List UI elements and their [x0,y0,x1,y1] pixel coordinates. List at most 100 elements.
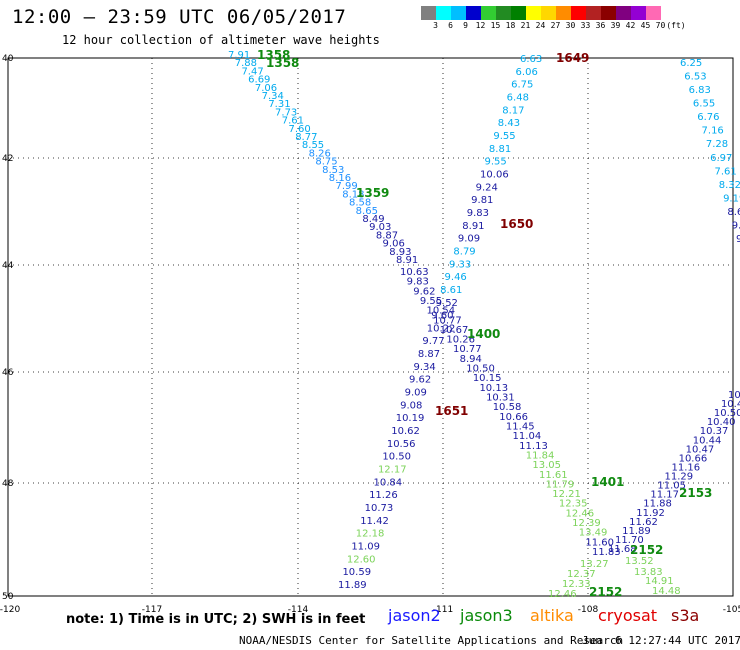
track-c-value: 9.60 [431,311,453,322]
track-b-value: 11.84 [526,450,555,461]
track-b-value: 12.35 [559,499,588,510]
track-c-value: 6.75 [511,80,533,91]
track-d-value: 7.16 [702,126,724,137]
y-axis-label: 42 [2,154,13,164]
legend-label: 21 [520,21,531,30]
track-c-value: 10.73 [365,503,394,514]
time-label: 1358 [257,48,290,62]
legend-swatch [556,6,571,20]
track-b-value: 10.15 [473,373,502,384]
track-a-value: 8.87 [376,230,398,241]
track-a-value: 6.69 [248,75,270,86]
legend-label: 39 [610,21,621,30]
x-axis-label: -105 [723,605,740,615]
track-a-value: 8.65 [356,206,378,217]
legend-swatch [511,6,526,20]
time-label: 2153 [679,486,712,500]
track-c-value: 10.59 [342,567,371,578]
track-c-value: 9.33 [449,259,471,270]
track-a-value: 8.77 [295,132,317,143]
footer-credit: NOAA/NESDIS Center for Satellite Applica… [239,634,624,647]
track-a-value: 7.99 [336,181,358,192]
track-a-value: 8.91 [396,255,418,266]
legend-label: 9 [463,21,468,30]
legend-label: 18 [505,21,516,30]
legend-swatch [526,6,541,20]
track-e-value: 10.50 [714,408,740,419]
track-c-value: 9.55 [484,157,506,168]
track-c-value: 8.17 [502,105,524,116]
track-f-value: 13.27 [580,559,609,570]
track-b-value: 10.58 [493,402,522,413]
track-b-value: 11.45 [506,421,535,432]
track-a-value: 7.31 [268,99,290,110]
track-c-value: 8.43 [498,118,520,129]
legend-swatch [451,6,466,20]
map-title: 12:00 — 23:59 UTC 06/05/2017 [12,6,347,28]
track-d-value: 7.61 [714,166,736,177]
track-b-value: 11.13 [519,441,548,452]
track-c-value: 9.24 [476,182,498,193]
x-axis-label: -117 [142,605,162,615]
legend-swatch [616,6,631,20]
track-d-value: 9.19 [723,193,740,204]
track-c-value: 9.81 [471,195,493,206]
time-label: 1359 [356,186,389,200]
track-c-value: 9.55 [493,131,515,142]
track-b-value: 12.46 [566,508,595,519]
track-a-value: 8.55 [302,140,324,151]
track-c-value: 9.77 [422,336,444,347]
color-legend-labels: 3 6 9 12 15 18 21 24 27 30 33 36 39 42 45 70 (ft) [421,21,740,33]
track-e-value: 11.88 [643,499,672,510]
track-b-value: 9.62 [413,286,435,297]
y-axis-label: 44 [2,261,14,271]
track-d-value: 6.55 [693,99,715,110]
track-d-value: 6.25 [680,58,702,69]
track-d-value: 9.36 [732,220,740,231]
track-b-value: 10.13 [479,383,508,394]
track-c-value: 9.52 [436,298,458,309]
track-a-value: 8.18 [342,189,364,200]
track-a-value: 8.26 [309,148,331,159]
track-a-value: 7.60 [288,124,310,135]
track-b-value: 10.67 [440,325,469,336]
time-label: 2152 [630,543,663,557]
track-b-value: 10.31 [486,393,515,404]
y-axis-label: 46 [2,368,14,378]
y-axis-label: 40 [2,54,14,64]
time-label: 1401 [591,475,624,489]
track-e-value: 10.66 [679,453,708,464]
track-a-value: 7.91 [228,50,250,61]
track-a-value: 8.49 [362,214,384,225]
track-b-value: 13.49 [579,528,608,539]
track-c-value: 8.87 [418,349,440,360]
track-e-value: 10.40 [707,417,736,428]
legend-label: 45 [640,21,651,30]
time-label: 1651 [435,404,468,418]
track-b-value: 10.26 [446,335,475,346]
track-e-value: 11.89 [622,526,651,537]
track-c-value: 10.84 [374,477,403,488]
track-a-value: 7.47 [241,66,263,77]
track-b-value: 10.63 [400,267,429,278]
track-c-value: 9.09 [405,388,427,399]
track-c-value: 9.34 [413,362,435,373]
legend-label: 36 [595,21,606,30]
track-a-value: 8.93 [389,247,411,258]
legend-label: 33 [580,21,591,30]
track-e-value: 10.44 [693,435,722,446]
time-label: 1400 [467,327,500,341]
track-a-value: 7.61 [282,116,304,127]
track-d-value: 9.8 [736,234,740,245]
track-e-value: 11.62 [629,517,658,528]
track-c-value: 11.26 [369,490,398,501]
track-a-value: 8.58 [349,198,371,209]
track-e-value: 10.41 [728,390,740,401]
track-c-value: 10.62 [391,426,420,437]
footer-timestamp: Jun 6 12:27:44 UTC 2017 [582,634,740,647]
legend-swatch [631,6,646,20]
track-a-value: 8.16 [329,173,351,184]
legend-label: 15 [490,21,501,30]
track-e-value: 10.47 [686,444,715,455]
